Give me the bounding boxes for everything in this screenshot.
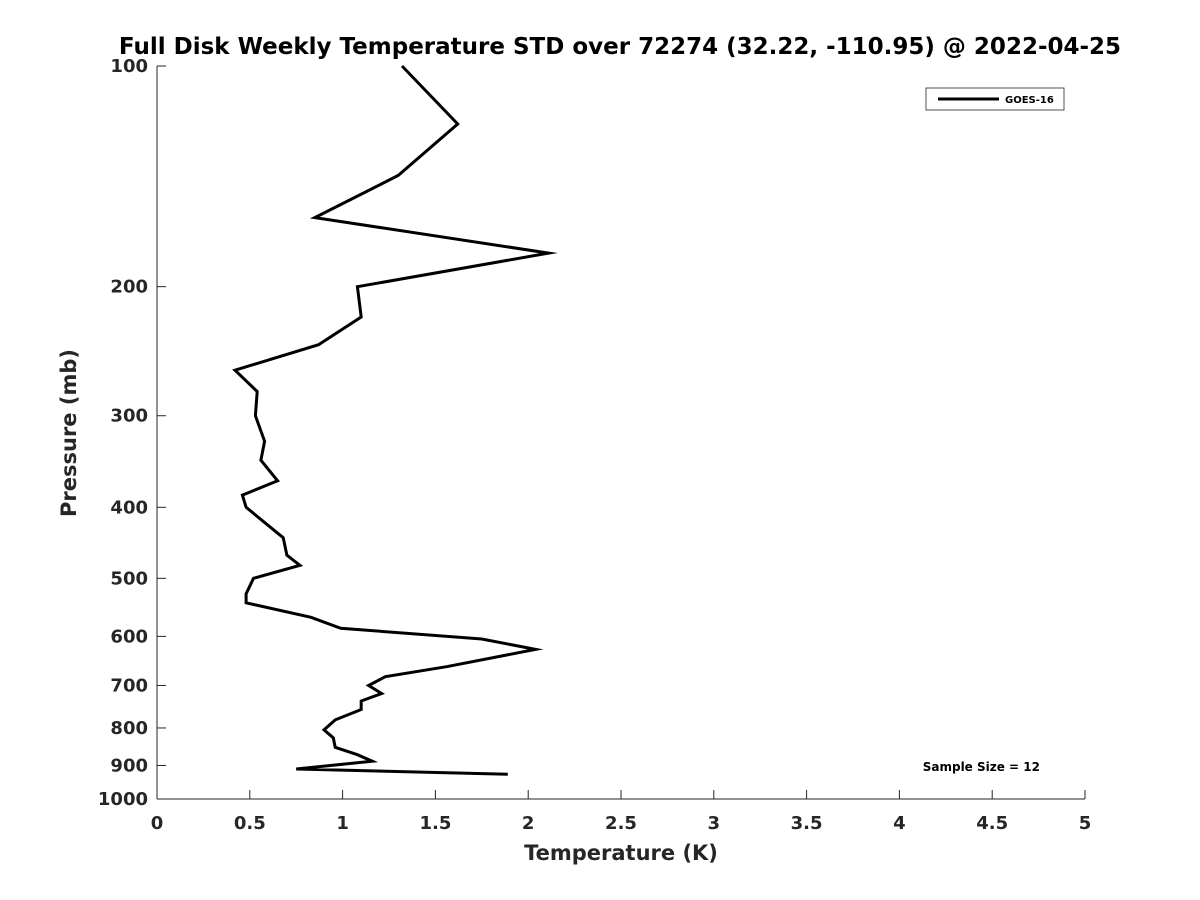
x-tick-label: 0.5 — [234, 813, 266, 834]
sample-size-annotation: Sample Size = 12 — [923, 760, 1040, 774]
y-axis-ticks: 100 200 300 400 500 600 700 800 900 1000 — [98, 56, 166, 810]
x-tick-label: 2.5 — [605, 813, 637, 834]
x-tick-label: 0 — [151, 813, 164, 834]
series-layer — [232, 64, 558, 776]
y-tick-label: 900 — [110, 755, 148, 776]
y-tick-label: 500 — [110, 568, 148, 589]
y-tick-label: 800 — [110, 718, 148, 739]
y-tick-label: 600 — [110, 626, 148, 647]
series-line-goes-16 — [232, 64, 558, 776]
x-tick-label: 3 — [708, 813, 721, 834]
x-tick-label: 3.5 — [791, 813, 823, 834]
y-tick-label: 100 — [110, 56, 148, 77]
x-tick-label: 4 — [893, 813, 906, 834]
x-tick-label: 1 — [336, 813, 349, 834]
y-tick-label: 300 — [110, 406, 148, 427]
x-tick-label: 1.5 — [419, 813, 451, 834]
y-tick-label: 200 — [110, 277, 148, 298]
x-axis-ticks: 0 0.5 1 1.5 2 2.5 3 3.5 4 4.5 5 — [151, 790, 1092, 834]
x-tick-label: 5 — [1079, 813, 1092, 834]
legend: GOES-16 — [925, 87, 1065, 111]
plot-area — [157, 66, 1085, 799]
chart-title: Full Disk Weekly Temperature STD over 72… — [119, 34, 1121, 60]
x-tick-label: 2 — [522, 813, 535, 834]
y-tick-label: 400 — [110, 497, 148, 518]
y-tick-label: 700 — [110, 675, 148, 696]
y-axis-label: Pressure (mb) — [57, 349, 81, 517]
x-axis-label: Temperature (K) — [524, 841, 718, 865]
x-tick-label: 4.5 — [976, 813, 1008, 834]
y-tick-label: 1000 — [98, 789, 148, 810]
legend-label-goes-16: GOES-16 — [1005, 95, 1054, 106]
